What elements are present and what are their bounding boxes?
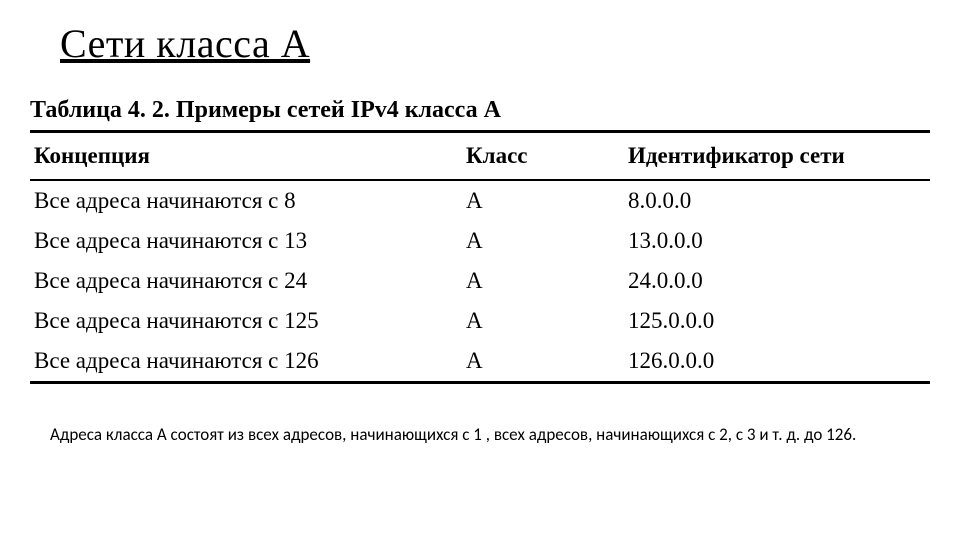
table-row: Все адреса начинаются с 8 A 8.0.0.0 bbox=[30, 180, 930, 221]
cell-class: A bbox=[462, 301, 624, 341]
cell-concept: Все адреса начинаются с 125 bbox=[30, 301, 462, 341]
header-class: Класс bbox=[462, 132, 624, 181]
table-row: Все адреса начинаются с 126 A 126.0.0.0 bbox=[30, 341, 930, 383]
header-netid: Идентификатор сети bbox=[624, 132, 930, 181]
cell-netid: 125.0.0.0 bbox=[624, 301, 930, 341]
cell-netid: 126.0.0.0 bbox=[624, 341, 930, 383]
table-caption: Таблица 4. 2. Примеры сетей IPv4 класса … bbox=[30, 97, 930, 124]
cell-class: A bbox=[462, 180, 624, 221]
slide-page: Сети класса A Таблица 4. 2. Примеры сете… bbox=[0, 0, 960, 445]
cell-concept: Все адреса начинаются с 8 bbox=[30, 180, 462, 221]
page-title: Сети класса A bbox=[60, 20, 930, 67]
class-a-table: Концепция Класс Идентификатор сети Все а… bbox=[30, 130, 930, 384]
cell-netid: 8.0.0.0 bbox=[624, 180, 930, 221]
cell-concept: Все адреса начинаются с 13 bbox=[30, 221, 462, 261]
footnote-text: Адреса класса А состоят из всех адресов,… bbox=[50, 424, 930, 445]
cell-netid: 13.0.0.0 bbox=[624, 221, 930, 261]
cell-concept: Все адреса начинаются с 126 bbox=[30, 341, 462, 383]
cell-class: A bbox=[462, 341, 624, 383]
cell-netid: 24.0.0.0 bbox=[624, 261, 930, 301]
table-row: Все адреса начинаются с 125 A 125.0.0.0 bbox=[30, 301, 930, 341]
table-header-row: Концепция Класс Идентификатор сети bbox=[30, 132, 930, 181]
cell-class: A bbox=[462, 261, 624, 301]
table-row: Все адреса начинаются с 24 A 24.0.0.0 bbox=[30, 261, 930, 301]
cell-class: A bbox=[462, 221, 624, 261]
header-concept: Концепция bbox=[30, 132, 462, 181]
cell-concept: Все адреса начинаются с 24 bbox=[30, 261, 462, 301]
table-row: Все адреса начинаются с 13 A 13.0.0.0 bbox=[30, 221, 930, 261]
